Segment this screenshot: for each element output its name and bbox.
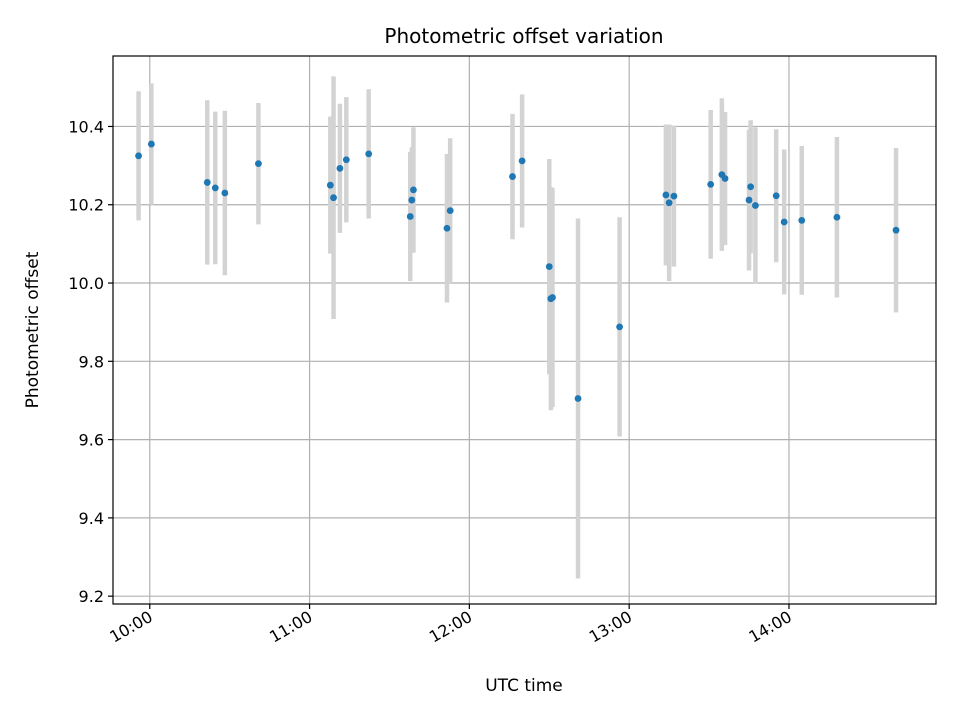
data-point (721, 175, 729, 182)
data-point (408, 196, 416, 204)
y-tick-label: 9.4 (79, 509, 104, 528)
data-point (221, 189, 229, 197)
data-point (752, 202, 759, 209)
y-tick-label: 9.8 (79, 352, 104, 371)
data-point (798, 217, 806, 224)
data-point (518, 157, 526, 165)
data-point (147, 140, 155, 148)
plot-frame (112, 55, 937, 605)
data-point (326, 181, 334, 189)
y-tick-label: 10.0 (68, 274, 104, 293)
x-axis-label: UTC time (485, 676, 563, 696)
chart-title: Photometric offset variation (384, 24, 663, 48)
data-point (135, 152, 142, 160)
data-point (549, 294, 556, 301)
data-point (365, 150, 373, 158)
y-tick-label: 10.2 (68, 196, 104, 215)
data-point (747, 183, 755, 191)
data-point (772, 192, 780, 200)
data-point (662, 191, 670, 199)
data-point (509, 173, 516, 180)
data-point (892, 226, 900, 234)
data-point (211, 184, 219, 192)
data-point (255, 160, 262, 168)
data-point (574, 395, 582, 402)
y-axis-label: Photometric offset (23, 251, 43, 408)
data-point (833, 213, 841, 221)
grid-lines (113, 56, 936, 604)
data-point (330, 194, 337, 202)
data-point (670, 192, 678, 200)
data-point (545, 263, 553, 270)
data-point (410, 186, 417, 194)
y-tick-label: 10.4 (68, 117, 104, 136)
data-point (665, 199, 673, 207)
data-point (406, 213, 414, 220)
data-point (443, 224, 451, 232)
data-point (707, 180, 715, 188)
data-point (336, 164, 344, 172)
data-point (616, 323, 623, 331)
data-point (780, 218, 788, 226)
y-tick-label: 9.6 (79, 431, 104, 450)
data-points (135, 140, 900, 402)
y-tick-label: 9.2 (79, 587, 104, 606)
data-point (446, 207, 454, 215)
data-point (342, 156, 350, 164)
data-point (745, 196, 753, 204)
data-point (203, 179, 211, 186)
